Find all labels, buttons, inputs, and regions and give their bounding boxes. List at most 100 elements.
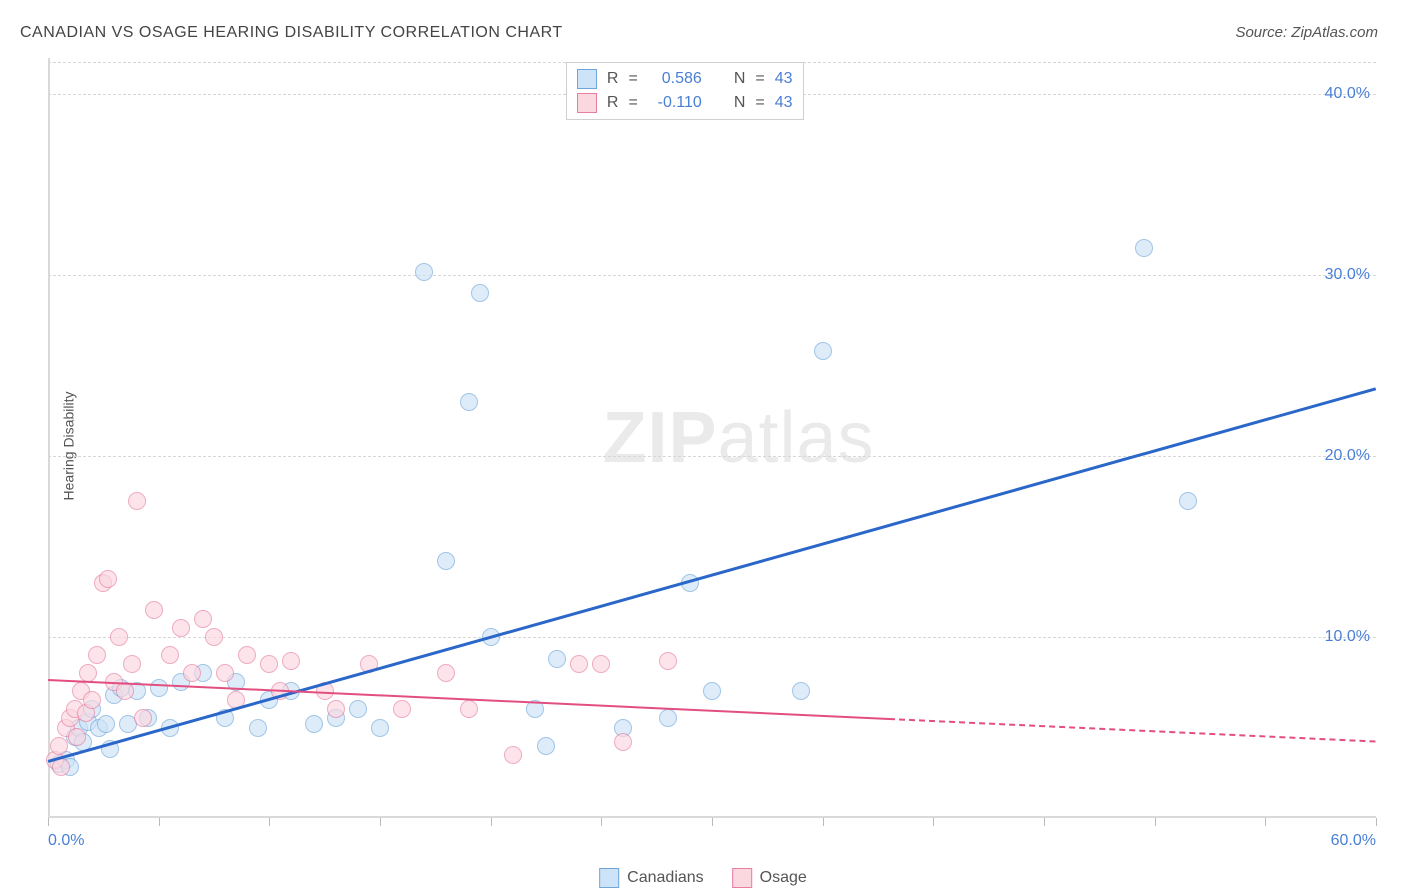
data-point xyxy=(437,664,455,682)
data-point xyxy=(349,700,367,718)
watermark-bold: ZIP xyxy=(602,398,717,478)
data-point xyxy=(415,263,433,281)
x-tick xyxy=(1155,818,1156,826)
data-point xyxy=(99,570,117,588)
eq: = xyxy=(755,70,764,88)
data-point xyxy=(83,691,101,709)
x-tick xyxy=(933,818,934,826)
stats-legend: R=0.586N=43R=-0.110N=43 xyxy=(566,62,804,120)
eq: = xyxy=(628,94,637,112)
y-tick-label: 30.0% xyxy=(1325,266,1370,284)
data-point xyxy=(659,709,677,727)
data-point xyxy=(814,342,832,360)
data-point xyxy=(134,709,152,727)
r-value: -0.110 xyxy=(648,94,702,112)
n-label: N xyxy=(734,94,746,112)
data-point xyxy=(327,700,345,718)
y-tick-label: 40.0% xyxy=(1325,85,1370,103)
data-point xyxy=(172,619,190,637)
trend-line xyxy=(48,387,1377,762)
data-point xyxy=(205,628,223,646)
n-value: 43 xyxy=(775,70,793,88)
legend-swatch xyxy=(732,868,752,888)
x-tick xyxy=(712,818,713,826)
x-tick-label: 0.0% xyxy=(48,832,84,850)
n-label: N xyxy=(734,70,746,88)
gridline xyxy=(48,456,1376,457)
data-point xyxy=(68,728,86,746)
data-point xyxy=(150,679,168,697)
data-point xyxy=(260,655,278,673)
data-point xyxy=(110,628,128,646)
data-point xyxy=(194,610,212,628)
x-tick-label: 60.0% xyxy=(1331,832,1376,850)
x-tick xyxy=(269,818,270,826)
data-point xyxy=(305,715,323,733)
x-tick xyxy=(48,818,49,826)
source-label: Source: ZipAtlas.com xyxy=(1235,24,1378,41)
r-value: 0.586 xyxy=(648,70,702,88)
legend-swatch xyxy=(577,93,597,113)
eq: = xyxy=(628,70,637,88)
data-point xyxy=(1179,492,1197,510)
data-point xyxy=(50,737,68,755)
x-tick xyxy=(1376,818,1377,826)
data-point xyxy=(460,393,478,411)
data-point xyxy=(123,655,141,673)
data-point xyxy=(548,650,566,668)
data-point xyxy=(282,652,300,670)
legend-item: Osage xyxy=(732,868,807,888)
data-point xyxy=(145,601,163,619)
data-point xyxy=(52,758,70,776)
x-tick xyxy=(601,818,602,826)
data-point xyxy=(88,646,106,664)
data-point xyxy=(79,664,97,682)
data-point xyxy=(659,652,677,670)
legend-label: Canadians xyxy=(627,869,704,887)
y-axis xyxy=(48,58,50,818)
data-point xyxy=(460,700,478,718)
watermark: ZIPatlas xyxy=(602,397,874,479)
data-point xyxy=(1135,239,1153,257)
data-point xyxy=(570,655,588,673)
legend-item: Canadians xyxy=(599,868,704,888)
x-tick xyxy=(491,818,492,826)
r-label: R xyxy=(607,94,619,112)
data-point xyxy=(393,700,411,718)
legend-bottom: Canadians Osage xyxy=(599,868,807,888)
gridline xyxy=(48,275,1376,276)
legend-swatch xyxy=(577,69,597,89)
data-point xyxy=(216,664,234,682)
trend-line xyxy=(889,718,1376,743)
r-label: R xyxy=(607,70,619,88)
stats-row: R = 0.586 N = 43 xyxy=(577,67,793,91)
gridline xyxy=(48,637,1376,638)
y-tick-label: 20.0% xyxy=(1325,447,1370,465)
data-point xyxy=(504,746,522,764)
eq: = xyxy=(755,94,764,112)
data-point xyxy=(371,719,389,737)
data-point xyxy=(161,646,179,664)
watermark-light: atlas xyxy=(718,398,875,478)
x-tick xyxy=(380,818,381,826)
scatter-plot: ZIPatlas 10.0%20.0%30.0%40.0%0.0%60.0% xyxy=(48,58,1376,818)
legend-label: Osage xyxy=(760,869,807,887)
data-point xyxy=(703,682,721,700)
data-point xyxy=(238,646,256,664)
data-point xyxy=(537,737,555,755)
data-point xyxy=(792,682,810,700)
data-point xyxy=(128,492,146,510)
stats-row: R=-0.110N=43 xyxy=(577,91,793,115)
legend-swatch xyxy=(599,868,619,888)
data-point xyxy=(471,284,489,302)
x-tick xyxy=(1265,818,1266,826)
y-tick-label: 10.0% xyxy=(1325,628,1370,646)
data-point xyxy=(183,664,201,682)
data-point xyxy=(437,552,455,570)
x-tick xyxy=(159,818,160,826)
data-point xyxy=(97,715,115,733)
x-tick xyxy=(1044,818,1045,826)
chart-title: CANADIAN VS OSAGE HEARING DISABILITY COR… xyxy=(20,24,563,42)
x-tick xyxy=(823,818,824,826)
data-point xyxy=(614,733,632,751)
